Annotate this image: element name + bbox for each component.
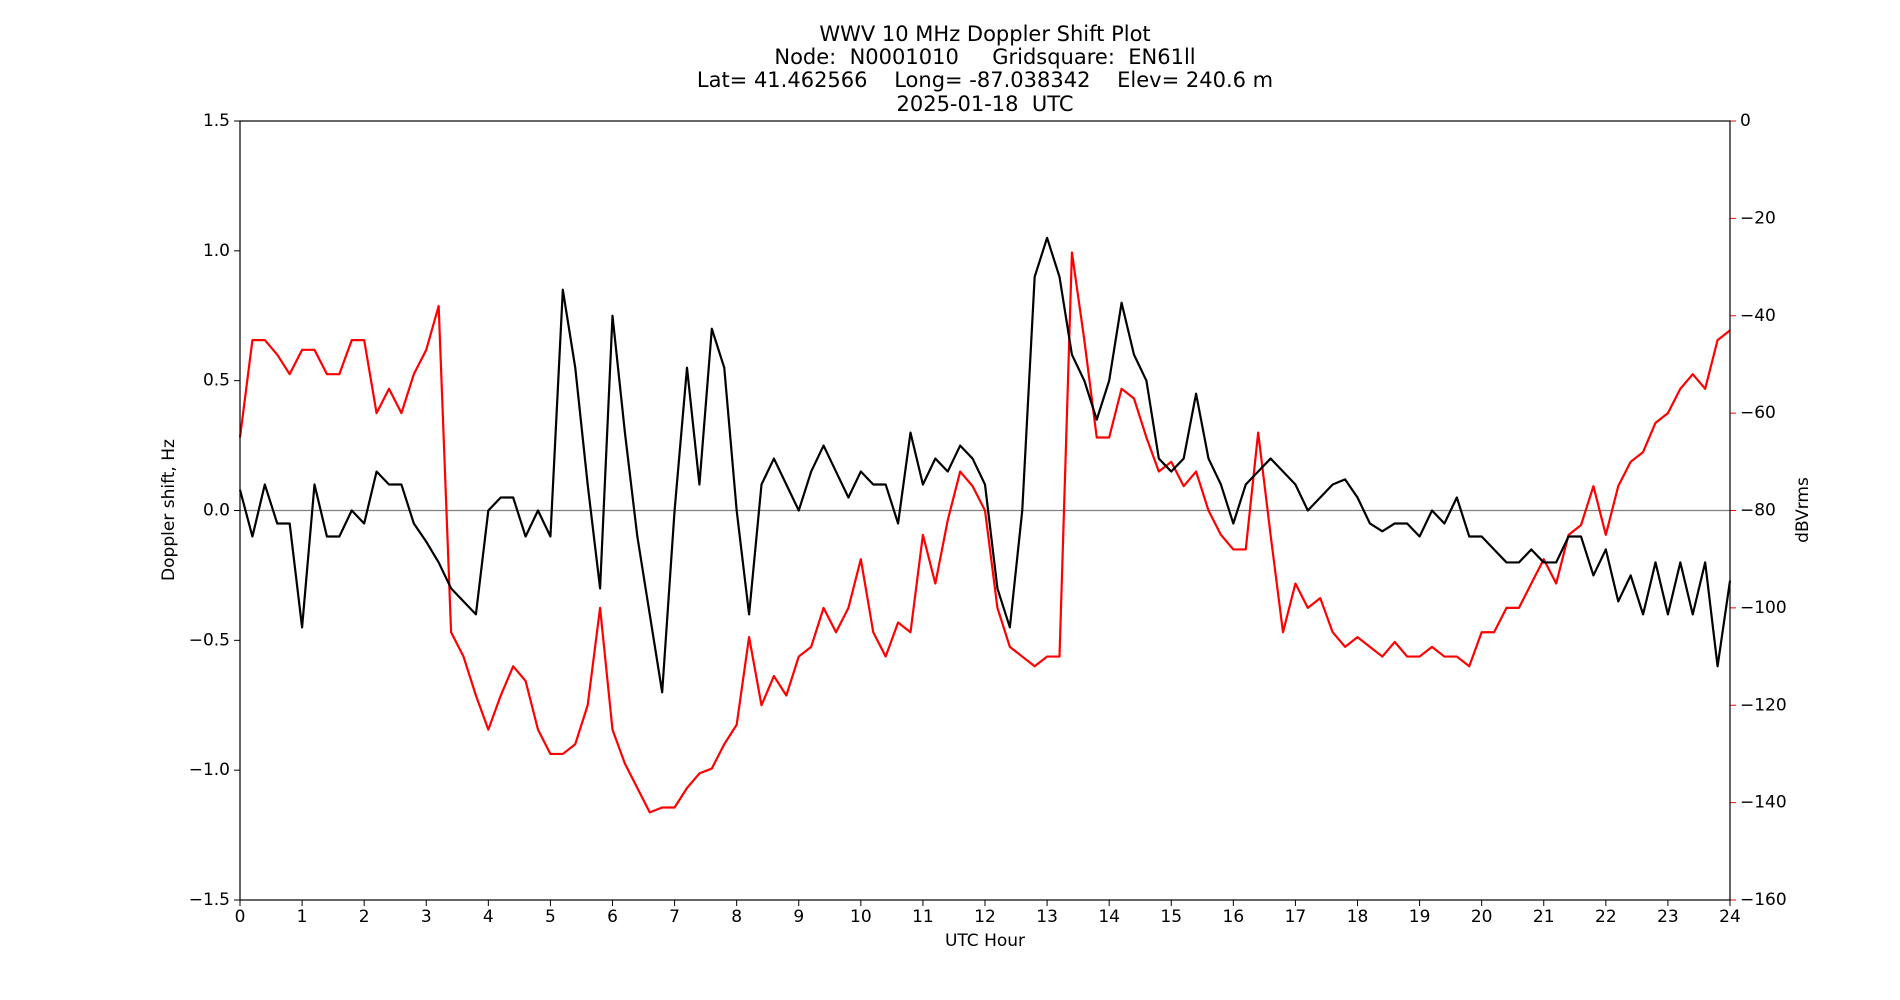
x-tick-label: 1	[297, 907, 308, 927]
chart-subtitle: 2025-01-18 UTC	[896, 92, 1073, 116]
x-tick-label: 23	[1657, 907, 1679, 927]
y2-tick-label: −40	[1740, 306, 1776, 326]
x-tick-label: 2	[359, 907, 370, 927]
x-tick-label: 6	[607, 907, 618, 927]
x-tick-label: 21	[1533, 907, 1555, 927]
y2-tick-label: −160	[1740, 890, 1787, 910]
x-axis-label: UTC Hour	[945, 931, 1025, 951]
y2-axis-label: dBVrms	[1793, 477, 1813, 543]
x-tick-label: 15	[1160, 907, 1182, 927]
x-tick-label: 7	[669, 907, 680, 927]
x-tick-label: 16	[1223, 907, 1245, 927]
y-tick-label: −1.5	[189, 890, 230, 910]
x-tick-label: 8	[731, 907, 742, 927]
y-tick-label: −0.5	[189, 630, 230, 650]
x-tick-label: 11	[912, 907, 934, 927]
x-tick-label: 12	[974, 907, 996, 927]
series-line	[238, 251, 1731, 814]
chart-subtitle: Lat= 41.462566 Long= -87.038342 Elev= 24…	[697, 68, 1273, 92]
y-axis-label: Doppler shift, Hz	[159, 439, 179, 581]
x-tick-label: 10	[850, 907, 872, 927]
y2-tick-label: 0	[1740, 111, 1751, 131]
y-tick-label: 1.5	[203, 111, 230, 131]
x-tick-label: 0	[235, 907, 246, 927]
plot-frame	[239, 120, 1731, 901]
y-tick-label: 1.0	[203, 241, 230, 261]
y2-tick-label: −20	[1740, 208, 1776, 228]
x-tick-label: 3	[421, 907, 432, 927]
series-line	[238, 236, 1732, 694]
x-tick-label: 17	[1285, 907, 1307, 927]
chart-title: WWV 10 MHz Doppler Shift Plot	[819, 22, 1150, 46]
y-tick-label: −1.0	[189, 760, 230, 780]
y-tick-label: 0.5	[203, 371, 230, 391]
x-tick-label: 5	[545, 907, 556, 927]
x-tick-label: 20	[1471, 907, 1493, 927]
y2-tick-label: −140	[1740, 793, 1787, 813]
x-tick-label: 22	[1595, 907, 1617, 927]
x-tick-label: 9	[793, 907, 804, 927]
y2-tick-label: −120	[1740, 695, 1787, 715]
y2-tick-label: −80	[1740, 501, 1776, 521]
x-tick-label: 19	[1409, 907, 1431, 927]
x-tick-label: 18	[1347, 907, 1369, 927]
y2-tick-label: −100	[1740, 598, 1787, 618]
chart-subtitle: Node: N0001010 Gridsquare: EN61ll	[774, 45, 1195, 69]
y2-tick-label: −60	[1740, 403, 1776, 423]
y-tick-label: 0.0	[203, 501, 230, 521]
x-tick-label: 14	[1098, 907, 1120, 927]
x-tick-label: 24	[1719, 907, 1741, 927]
x-tick-label: 13	[1036, 907, 1058, 927]
x-tick-label: 4	[483, 907, 494, 927]
